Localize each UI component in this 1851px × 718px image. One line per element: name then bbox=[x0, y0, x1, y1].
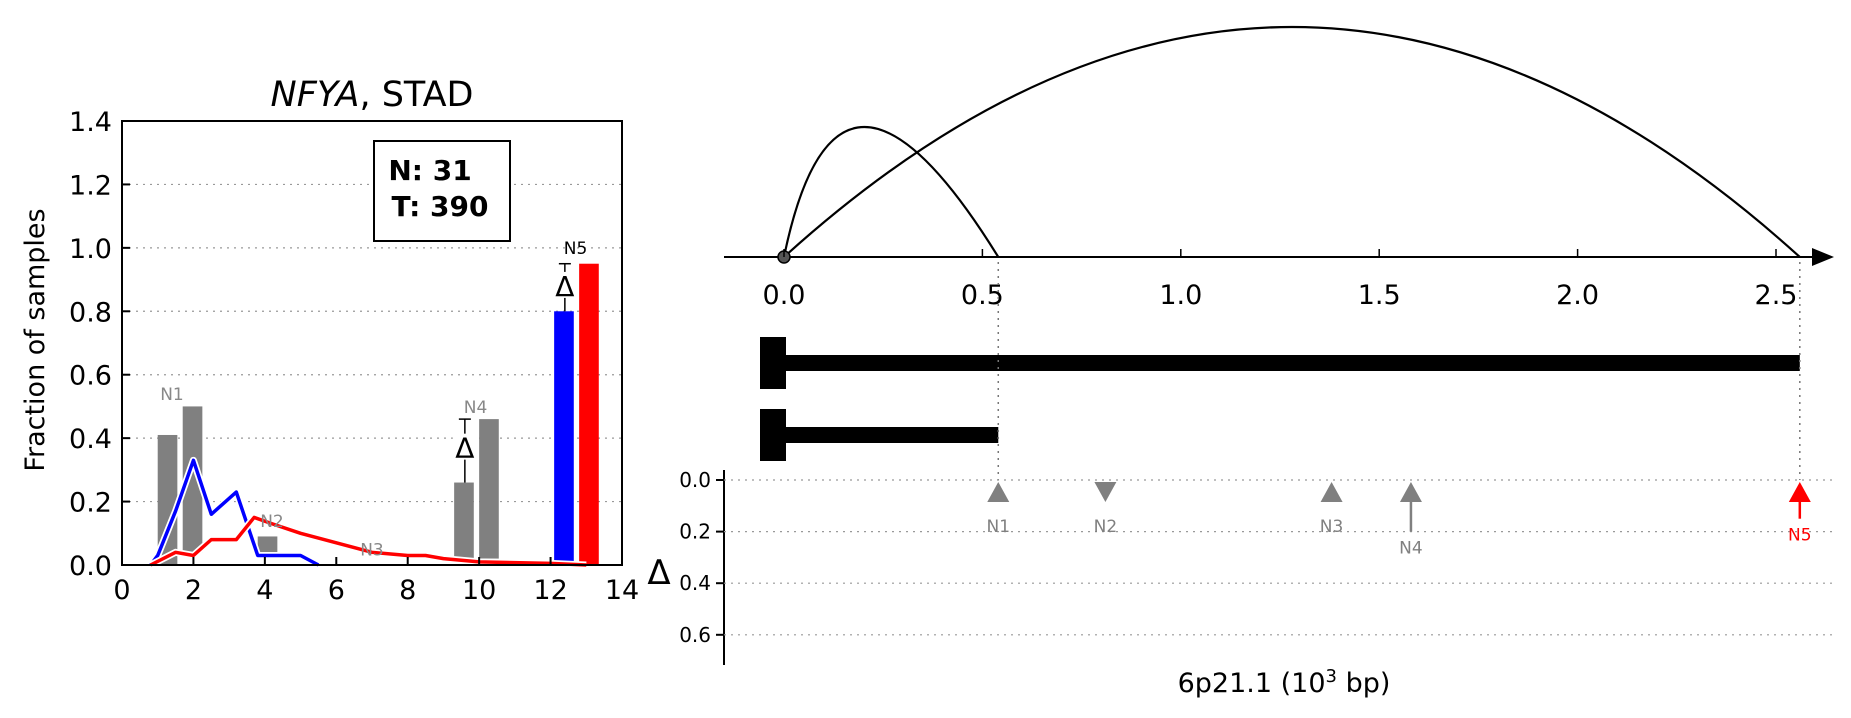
bar-label: N4 bbox=[464, 398, 488, 418]
delta-up-icon bbox=[987, 482, 1010, 502]
bar bbox=[579, 263, 599, 565]
splice-arc bbox=[783, 25, 1801, 258]
bar bbox=[479, 419, 499, 559]
delta-up-icon bbox=[1399, 482, 1422, 502]
series-lines bbox=[147, 456, 587, 569]
delta-marker: Δ bbox=[555, 270, 574, 303]
chart-title-gene: NFYA bbox=[271, 75, 360, 115]
genome-x-tick-label: 1.5 bbox=[1358, 280, 1401, 311]
genome-x-label-main: 6p21.1 (10 bbox=[1178, 668, 1326, 699]
y-tick-label: 0.4 bbox=[69, 424, 112, 455]
genome-x-tick-label: 2.0 bbox=[1556, 280, 1599, 311]
marker-label: N4 bbox=[1399, 539, 1423, 559]
genome-x-label: 6p21.1 (103 bp) bbox=[1178, 666, 1391, 700]
series-line bbox=[149, 458, 320, 567]
y-tick-label: 1.4 bbox=[69, 107, 112, 138]
bar bbox=[182, 406, 203, 553]
genome-x-tick-label: 2.5 bbox=[1755, 280, 1798, 311]
bar-label: N5 bbox=[564, 239, 588, 259]
genome-x-tick-label: 0.5 bbox=[961, 280, 1004, 311]
genome-x-label-exponent: 3 bbox=[1326, 666, 1337, 687]
delta-tick-label: 0.4 bbox=[679, 571, 711, 595]
splice-arcs bbox=[782, 25, 1801, 258]
delta-markers-track: N1 N2 N3 N4 N5 bbox=[986, 482, 1812, 559]
isoform-bar bbox=[784, 427, 999, 443]
bar-label: N2 bbox=[260, 512, 284, 532]
bar-label: N3 bbox=[360, 540, 384, 560]
chart-title-rest: , STAD bbox=[359, 75, 473, 115]
isoform-bar bbox=[784, 355, 1800, 371]
bar-labels: N1 N2 N3 N4 N5 bbox=[160, 239, 587, 560]
marker-label: N2 bbox=[1094, 517, 1118, 537]
x-tick-label: 10 bbox=[462, 575, 496, 606]
bar bbox=[554, 311, 574, 565]
y-tick-label: 0.6 bbox=[69, 361, 112, 392]
delta-axis: 0.0 0.2 0.4 0.6 bbox=[679, 468, 1834, 665]
isoform-bars bbox=[760, 337, 1800, 461]
bars bbox=[157, 263, 599, 565]
series-line bbox=[149, 515, 587, 567]
x-tick-label: 6 bbox=[328, 575, 345, 606]
delta-marker-bg bbox=[452, 433, 477, 460]
delta-axis-label: Δ bbox=[647, 553, 670, 593]
isoform-end-guides bbox=[997, 262, 1801, 480]
marker-label: N1 bbox=[986, 517, 1010, 537]
x-ticks: 0 2 4 6 8 10 12 14 bbox=[113, 557, 639, 606]
delta-tick-label: 0.6 bbox=[679, 623, 711, 647]
splice-arc bbox=[782, 125, 1000, 258]
genome-x-ticks: 0.0 0.5 1.0 1.5 2.0 2.5 bbox=[763, 249, 1798, 311]
delta-marker-bg bbox=[552, 271, 577, 298]
normal-count: N: 31 bbox=[388, 154, 471, 187]
sample-count-frame bbox=[373, 140, 511, 242]
y-axis-label: Fraction of samples bbox=[20, 208, 51, 471]
delta-marker: Δ bbox=[455, 432, 474, 465]
chart-title: NFYA, STAD bbox=[271, 75, 474, 115]
isoform-start-block bbox=[760, 409, 786, 461]
y-tick-label: 1.0 bbox=[69, 234, 112, 265]
isoform-start-block bbox=[760, 337, 786, 389]
x-tick-label: 8 bbox=[399, 575, 416, 606]
genome-axis-arrow-icon bbox=[1812, 248, 1834, 266]
x-tick-label: 2 bbox=[185, 575, 202, 606]
x-tick-label: 0 bbox=[113, 575, 130, 606]
y-tick-label: 0.2 bbox=[69, 488, 112, 519]
y-tick-label: 0.0 bbox=[69, 551, 112, 582]
marker-label: N3 bbox=[1320, 517, 1344, 537]
delta-up-icon bbox=[1320, 482, 1343, 502]
delta-down-icon bbox=[1094, 482, 1117, 502]
bar bbox=[454, 482, 474, 559]
genome-x-tick-label: 1.0 bbox=[1159, 280, 1202, 311]
genome-track-chart: 0.0 0.5 1.0 1.5 2.0 2.5 0.0 0.2 0.4 0.6 Δ N1 N2 N3… bbox=[647, 25, 1834, 700]
plot-frame bbox=[121, 120, 623, 566]
bar bbox=[157, 434, 178, 565]
y-tick-label: 1.2 bbox=[69, 170, 112, 201]
bar-label: N1 bbox=[160, 385, 184, 405]
marker-label: N5 bbox=[1788, 526, 1812, 546]
y-tick-label: 0.8 bbox=[69, 297, 112, 328]
delta-tick-label: 0.0 bbox=[679, 468, 711, 492]
genome-x-label-unit: bp) bbox=[1337, 668, 1390, 699]
delta-markers: ΔΔ bbox=[452, 262, 577, 483]
y-ticks: 0.0 0.2 0.4 0.6 0.8 1.0 1.2 1.4 bbox=[69, 107, 130, 582]
delta-tick-label: 0.2 bbox=[679, 520, 711, 544]
genome-x-tick-label: 0.0 bbox=[763, 280, 806, 311]
sample-count-box: N: 31 T: 390 bbox=[373, 140, 511, 242]
delta-up-icon bbox=[1788, 482, 1811, 502]
x-tick-label: 12 bbox=[533, 575, 567, 606]
x-tick-label: 14 bbox=[605, 575, 639, 606]
tumor-count: T: 390 bbox=[392, 190, 489, 223]
fraction-chart: NFYA, STAD Fraction of samples ΔΔ N1N2N3… bbox=[20, 75, 639, 606]
bar bbox=[257, 536, 278, 553]
x-tick-label: 4 bbox=[256, 575, 273, 606]
